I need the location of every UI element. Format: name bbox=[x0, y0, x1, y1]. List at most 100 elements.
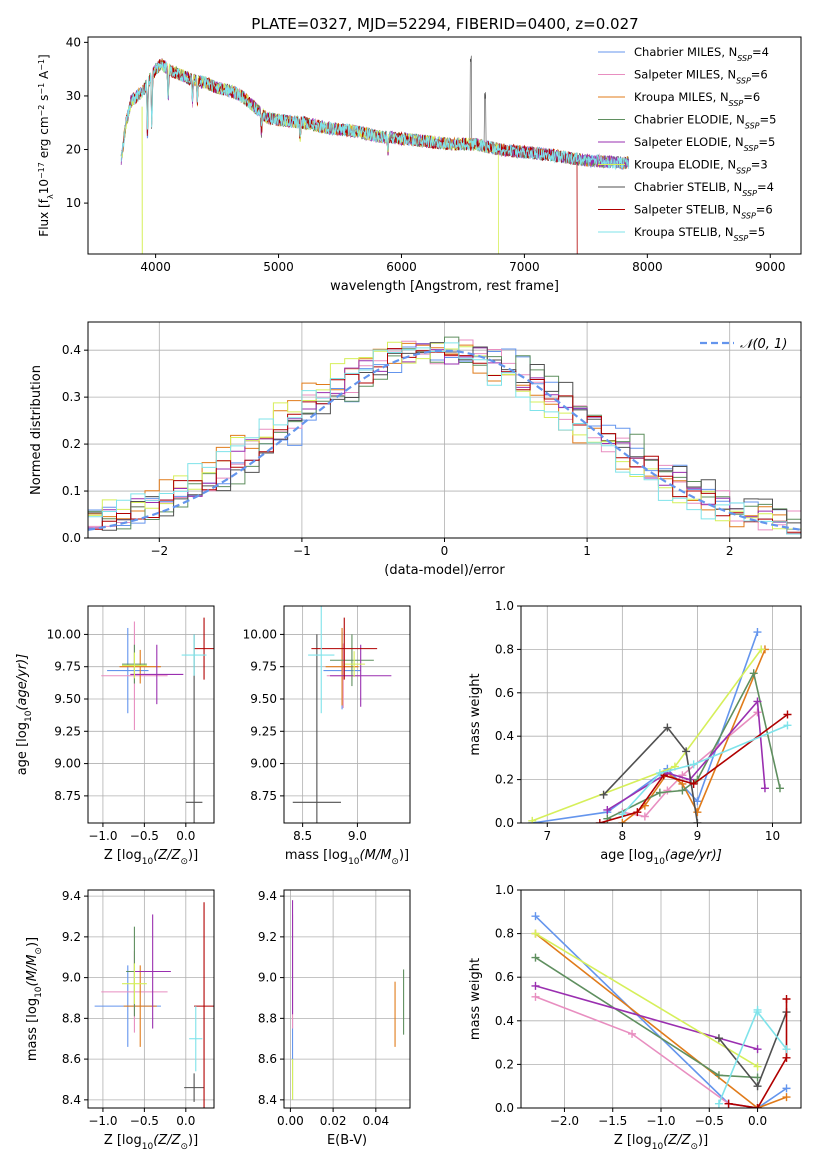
spectrum-line bbox=[120, 61, 630, 171]
data-point bbox=[753, 628, 762, 637]
data-point bbox=[693, 808, 702, 817]
x-tick-label: 6000 bbox=[386, 260, 417, 274]
x-tick-label: 0.0 bbox=[748, 1114, 767, 1128]
data-point bbox=[682, 747, 691, 756]
mass-weight-series bbox=[606, 671, 781, 820]
x-axis-label: (data-model)/error bbox=[384, 563, 505, 578]
data-point bbox=[753, 1104, 762, 1108]
x-tick-label: 7000 bbox=[509, 260, 540, 274]
x-tick-label: 9 bbox=[694, 829, 702, 843]
data-point bbox=[757, 645, 766, 654]
data-point bbox=[633, 808, 642, 817]
data-point bbox=[663, 786, 672, 795]
x-tick-label: 9000 bbox=[755, 260, 786, 274]
y-tick-label: 0.0 bbox=[62, 531, 81, 545]
legend-label: Kroupa STELIB, NSSP=5 bbox=[634, 225, 765, 243]
x-tick-label: −0.5 bbox=[130, 1114, 159, 1128]
y-tick-label: 9.00 bbox=[54, 757, 81, 771]
y-tick-label: 1.0 bbox=[495, 599, 514, 613]
y-tick-label: 9.0 bbox=[62, 971, 81, 985]
plot-area-mw_age bbox=[521, 606, 801, 823]
gaussian-curve bbox=[88, 349, 801, 531]
legend-label: Kroupa MILES, NSSP=6 bbox=[634, 90, 760, 108]
x-tick-label: 9.0 bbox=[348, 829, 367, 843]
y-tick-label: 9.75 bbox=[250, 660, 277, 674]
y-tick-label: 9.50 bbox=[54, 692, 81, 706]
x-tick-label: 0.0 bbox=[176, 1114, 195, 1128]
axes-frame bbox=[283, 605, 411, 824]
panel-spectrum: 4000 5000 6000 7000 8000 9000 10 20 30 40 waveleng… bbox=[37, 35, 802, 294]
mass-weight-series bbox=[621, 724, 788, 815]
x-axis-label: Z [log10(Z/Z⊙)] bbox=[104, 1133, 198, 1152]
y-tick-label: 9.2 bbox=[258, 930, 277, 944]
data-point bbox=[714, 1034, 723, 1043]
y-tick-label: 0.4 bbox=[62, 343, 81, 357]
data-point bbox=[640, 812, 649, 821]
y-axis-label: mass weight bbox=[468, 673, 483, 755]
x-tick-label: −1.5 bbox=[598, 1114, 627, 1128]
legend-label: Chabrier ELODIE, NSSP=5 bbox=[634, 113, 776, 131]
data-point bbox=[595, 819, 604, 823]
y-tick-label: 10.00 bbox=[243, 627, 277, 641]
data-point bbox=[782, 1084, 791, 1093]
data-point bbox=[531, 929, 540, 938]
histogram-series bbox=[88, 348, 801, 533]
x-tick-label: −1.0 bbox=[88, 829, 117, 843]
x-tick-label: 0 bbox=[441, 544, 449, 558]
plot-area-mw_z bbox=[521, 890, 801, 1108]
x-tick-label: 1 bbox=[583, 544, 591, 558]
x-tick-label: 8.5 bbox=[293, 829, 312, 843]
y-axis-label: age [log10(age/yr)] bbox=[15, 654, 34, 776]
y-tick-label: 8.6 bbox=[62, 1052, 81, 1066]
y-tick-label: 8.75 bbox=[54, 789, 81, 803]
mass-weight-series bbox=[532, 648, 762, 822]
data-point bbox=[753, 1062, 762, 1071]
data-point bbox=[628, 1029, 637, 1038]
data-point bbox=[714, 1099, 723, 1108]
plot-area-residuals bbox=[88, 322, 801, 538]
data-point bbox=[663, 723, 672, 732]
x-axis-label: E(B-V) bbox=[327, 1133, 367, 1148]
axes-frame bbox=[87, 605, 215, 824]
data-point bbox=[689, 779, 698, 788]
y-tick-label: 10.00 bbox=[47, 627, 81, 641]
x-tick-label: −1 bbox=[293, 544, 311, 558]
data-point bbox=[760, 784, 769, 793]
y-tick-label: 8.6 bbox=[258, 1052, 277, 1066]
x-tick-label: 4000 bbox=[140, 260, 171, 274]
legend-label: Chabrier STELIB, NSSP=4 bbox=[634, 180, 774, 198]
y-tick-label: 9.75 bbox=[54, 660, 81, 674]
x-tick-label: 10 bbox=[765, 829, 780, 843]
y-tick-label: 1.0 bbox=[495, 883, 514, 897]
y-tick-label: 9.0 bbox=[258, 971, 277, 985]
y-tick-label: 20 bbox=[66, 143, 81, 157]
y-tick-label: 40 bbox=[66, 35, 81, 49]
data-point bbox=[599, 790, 608, 799]
y-tick-label: 0.6 bbox=[495, 686, 514, 700]
plot-area-age_z bbox=[88, 606, 214, 823]
y-tick-label: 9.50 bbox=[250, 692, 277, 706]
legend-label: Kroupa ELODIE, NSSP=3 bbox=[634, 158, 768, 176]
panel-mass_z: −1.0 −0.5 0.0 8.4 8.6 8.8 9.0 9.2 9.4 Z [log10(Z/… bbox=[25, 889, 215, 1152]
mass-weight-series bbox=[535, 932, 787, 1108]
x-tick-label: −2.0 bbox=[550, 1114, 579, 1128]
spectrum-line bbox=[120, 59, 578, 254]
y-tick-label: 8.75 bbox=[250, 789, 277, 803]
x-tick-label: −1.0 bbox=[646, 1114, 675, 1128]
x-tick-label: 7 bbox=[543, 829, 551, 843]
data-point bbox=[531, 992, 540, 1001]
data-point bbox=[531, 953, 540, 962]
legend: Chabrier MILES, NSSP=4 Salpeter MILES, NS… bbox=[598, 45, 776, 243]
data-point bbox=[714, 1071, 723, 1080]
axes-frame bbox=[87, 889, 215, 1109]
histogram-series bbox=[88, 342, 801, 535]
panel-residuals: −2 −1 0 1 2 0.0 0.1 0.2 0.3 0.4 (data-model)/error… bbox=[29, 321, 802, 578]
mass-weight-series bbox=[728, 999, 788, 1108]
y-tick-label: 0.8 bbox=[495, 642, 514, 656]
y-tick-label: 8.4 bbox=[258, 1093, 277, 1107]
data-point bbox=[753, 1082, 762, 1091]
axes-frame bbox=[87, 36, 802, 255]
data-point bbox=[753, 697, 762, 706]
y-tick-label: 9.00 bbox=[250, 757, 277, 771]
x-tick-label: −1.0 bbox=[88, 1114, 117, 1128]
